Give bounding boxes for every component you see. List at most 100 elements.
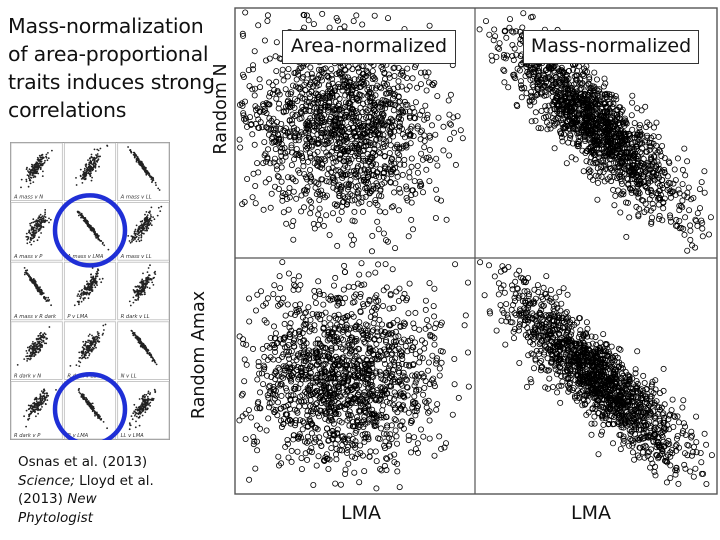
thumbnail-point: [89, 279, 92, 282]
data-point: [320, 93, 327, 100]
thumbnail-point: [94, 277, 96, 280]
thumbnail-point: [154, 361, 157, 364]
data-point: [333, 111, 340, 118]
data-point: [384, 90, 391, 97]
data-point: [408, 123, 415, 130]
data-point: [314, 162, 321, 169]
data-point: [395, 78, 402, 85]
data-point: [365, 84, 372, 91]
thumbnail-point: [132, 239, 135, 241]
thumbnail-point: [31, 174, 34, 177]
data-point: [246, 114, 253, 121]
data-point: [367, 131, 374, 138]
thumbnail-point: [94, 165, 97, 167]
thumbnail-point: [144, 285, 147, 288]
data-point: [306, 136, 313, 143]
data-point: [330, 210, 337, 217]
thumbnail-point: [134, 299, 137, 301]
thumbnail-point: [94, 280, 97, 282]
thumbnail-point: [28, 350, 31, 352]
thumbnail-point: [96, 340, 99, 343]
data-point: [559, 68, 566, 75]
data-point: [500, 54, 507, 61]
plot-frame: [234, 7, 718, 495]
data-point: [252, 200, 259, 207]
thumbnail-point: [29, 238, 32, 241]
data-point: [304, 184, 311, 191]
thumbnail-point: [96, 284, 98, 286]
thumbnail-point: [89, 283, 91, 286]
data-point: [264, 17, 271, 24]
data-point: [421, 144, 428, 151]
thumbnail-point: [139, 286, 142, 289]
thumbnail-point: [129, 241, 132, 244]
thumbnail-point: [86, 167, 89, 170]
thumbnail-point: [145, 404, 148, 407]
data-point: [358, 92, 365, 99]
data-point: [314, 140, 321, 147]
data-point: [298, 208, 305, 215]
data-point: [682, 214, 689, 221]
data-point: [572, 156, 579, 163]
thumbnail-point: [88, 402, 91, 405]
data-point: [334, 242, 341, 249]
thumbnail-point: [86, 169, 89, 172]
data-point: [386, 137, 393, 144]
data-point: [358, 199, 365, 206]
thumbnail-point: [38, 347, 41, 350]
thumbnail-point: [128, 240, 131, 242]
thumbnail-point: [134, 228, 137, 231]
data-point: [443, 216, 450, 223]
data-point: [307, 79, 314, 86]
thumbnail-point: [29, 232, 32, 235]
data-point: [308, 143, 315, 150]
thumbnail-point: [44, 213, 46, 216]
data-point: [640, 197, 647, 204]
thumbnail-point: [86, 280, 88, 283]
data-point: [272, 53, 279, 60]
thumbnail-point: [27, 357, 30, 360]
thumbnail-point: [96, 159, 98, 162]
data-point: [316, 108, 323, 115]
data-point: [341, 82, 348, 89]
data-point: [237, 144, 244, 151]
data-point: [267, 204, 274, 211]
data-point: [513, 28, 520, 35]
thumbnail-point: [44, 159, 46, 162]
thumbnail-point: [99, 155, 101, 158]
data-point: [313, 179, 320, 186]
data-point: [340, 198, 347, 205]
thumbnail-point: [135, 155, 138, 157]
data-point: [298, 150, 305, 157]
data-point: [349, 217, 356, 224]
data-point: [383, 175, 390, 182]
data-point: [360, 176, 367, 183]
thumbnail-point: [140, 236, 143, 239]
data-point: [400, 109, 407, 116]
thumbnail-point: [89, 285, 92, 288]
data-point: [308, 70, 315, 77]
data-point: [352, 152, 359, 159]
data-point: [296, 65, 303, 72]
data-point: [404, 101, 411, 108]
data-point: [496, 40, 503, 47]
data-point: [364, 176, 371, 183]
data-point: [454, 113, 461, 120]
thumbnail-point: [138, 424, 141, 427]
thumbnail-point: [32, 279, 34, 282]
thumbnail-point: [23, 358, 26, 360]
thumbnail-point: [103, 244, 106, 247]
data-point: [355, 200, 362, 207]
thumbnail-point: [134, 414, 136, 417]
thumbnail-point: [142, 280, 145, 282]
data-point: [681, 145, 688, 152]
thumbnail-point: [46, 399, 49, 401]
data-point: [377, 150, 384, 157]
data-point: [333, 92, 340, 99]
thumbnail-point: [94, 341, 97, 344]
data-point: [547, 125, 554, 132]
thumbnail-point: [34, 284, 36, 287]
data-point: [316, 156, 323, 163]
thumbnail-point: [40, 218, 43, 221]
data-point: [270, 159, 277, 166]
